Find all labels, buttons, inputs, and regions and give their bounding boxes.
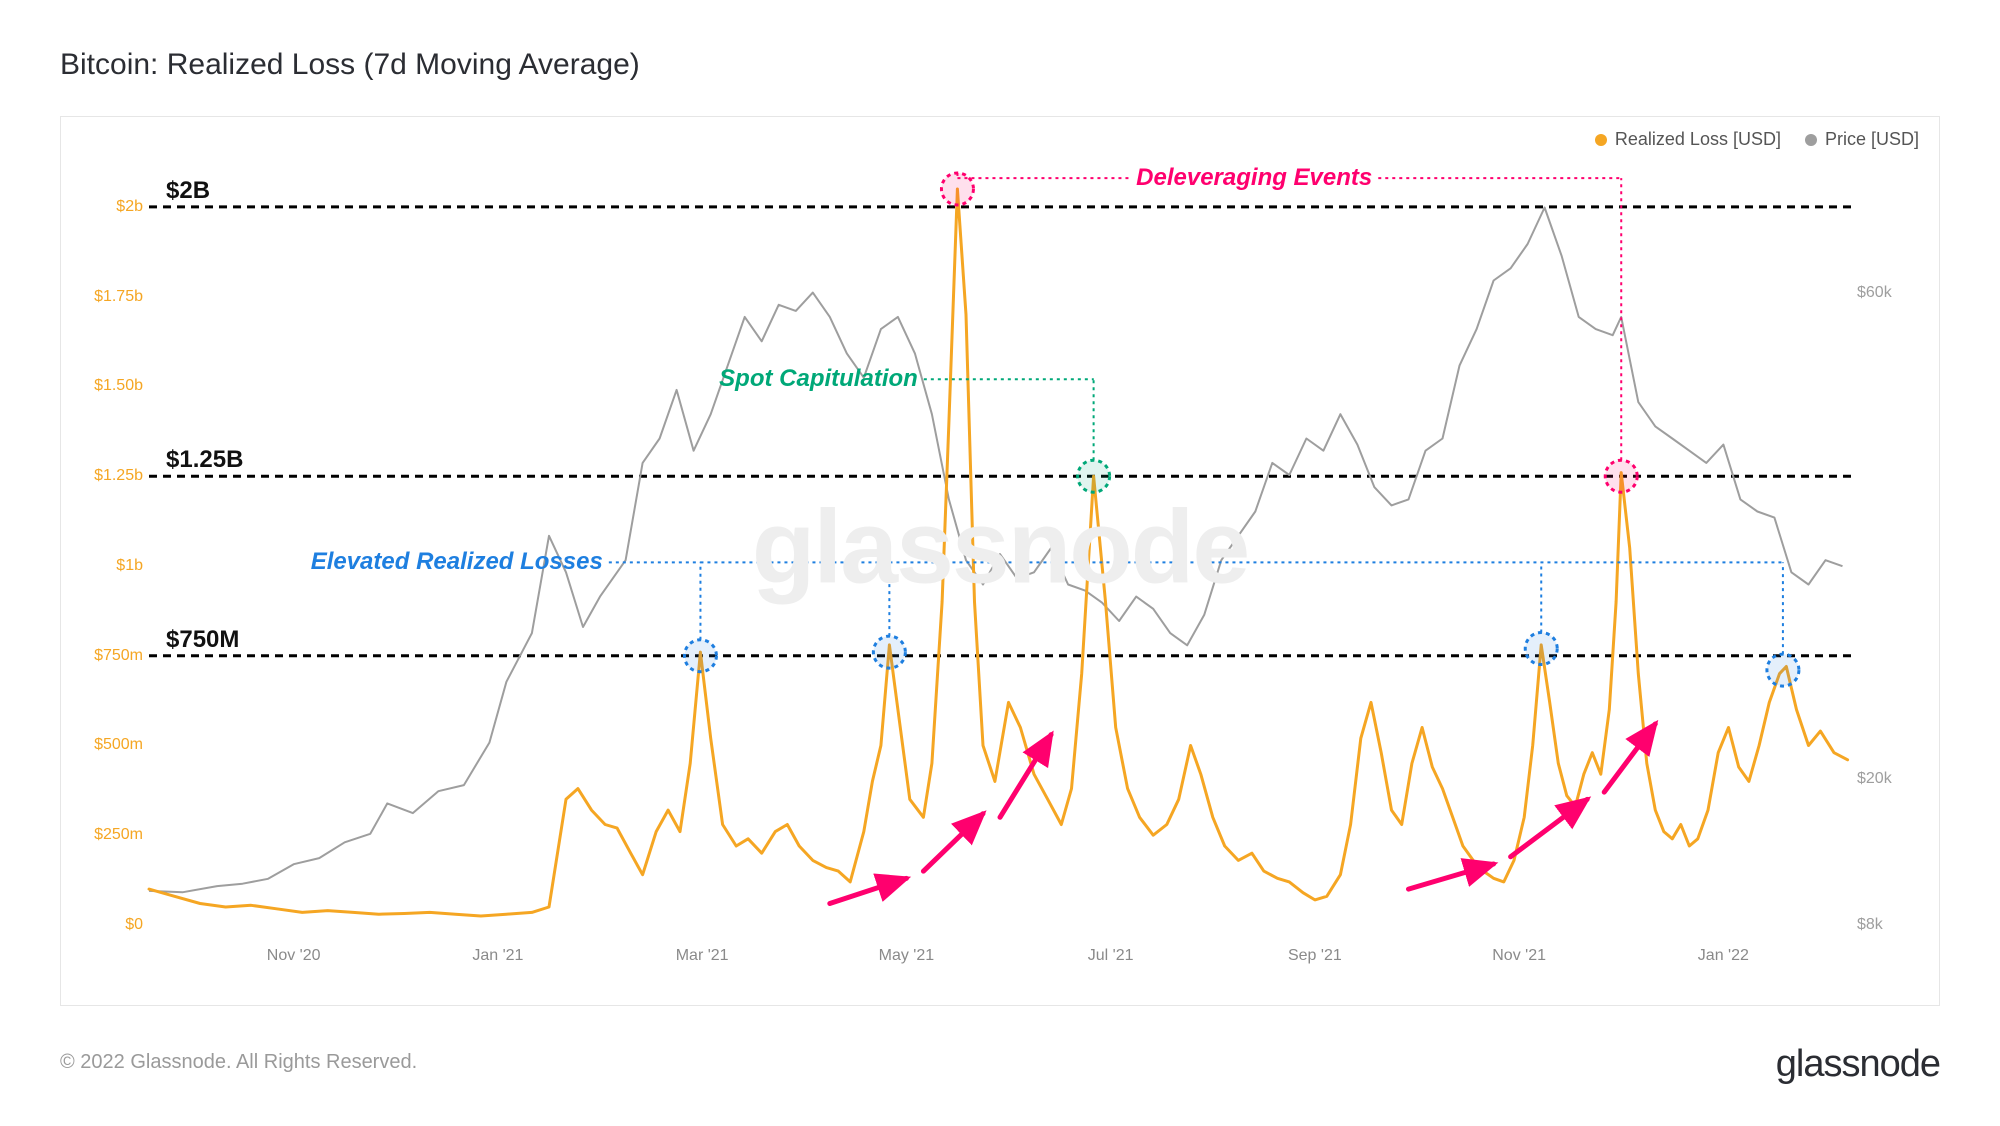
reference-label: $2B <box>166 177 210 205</box>
y-right-tick: $60k <box>1857 284 1907 302</box>
x-tick: May '21 <box>879 947 935 965</box>
legend-dot <box>1595 134 1607 146</box>
y-left-tick: $0 <box>91 916 143 934</box>
x-tick: Nov '21 <box>1492 947 1546 965</box>
legend-label: Realized Loss [USD] <box>1615 129 1781 150</box>
brand-logo: glassnode <box>1776 1043 1940 1086</box>
callout-label: Spot Capitulation <box>719 365 918 393</box>
y-left-tick: $250m <box>91 826 143 844</box>
copyright-text: © 2022 Glassnode. All Rights Reserved. <box>60 1051 417 1074</box>
x-tick: Jul '21 <box>1088 947 1134 965</box>
chart-title: Bitcoin: Realized Loss (7d Moving Averag… <box>60 48 640 82</box>
legend-item: Price [USD] <box>1805 129 1919 150</box>
x-tick: Jan '22 <box>1698 947 1749 965</box>
reference-label: $750M <box>166 626 239 654</box>
y-left-tick: $2b <box>91 198 143 216</box>
y-right-tick: $8k <box>1857 916 1907 934</box>
chart-frame: Realized Loss [USD] Price [USD] glassnode… <box>60 116 1940 1006</box>
y-left-tick: $1.75b <box>91 288 143 306</box>
y-left-tick: $1.50b <box>91 377 143 395</box>
y-left-tick: $750m <box>91 647 143 665</box>
x-tick: Nov '20 <box>267 947 321 965</box>
legend-label: Price [USD] <box>1825 129 1919 150</box>
callout-label: Deleveraging Events <box>1136 164 1372 192</box>
legend-dot <box>1805 134 1817 146</box>
y-left-tick: $1.25b <box>91 467 143 485</box>
callout-label: Elevated Realized Losses <box>311 548 603 576</box>
plot-area: glassnode $0$250m$500m$750m$1b$1.25b$1.5… <box>149 171 1851 925</box>
y-left-tick: $500m <box>91 736 143 754</box>
y-right-tick: $20k <box>1857 770 1907 788</box>
y-left-tick: $1b <box>91 557 143 575</box>
legend-item: Realized Loss [USD] <box>1595 129 1781 150</box>
legend: Realized Loss [USD] Price [USD] <box>1595 129 1919 150</box>
x-tick: Jan '21 <box>472 947 523 965</box>
x-tick: Sep '21 <box>1288 947 1342 965</box>
reference-label: $1.25B <box>166 446 243 474</box>
x-tick: Mar '21 <box>676 947 729 965</box>
